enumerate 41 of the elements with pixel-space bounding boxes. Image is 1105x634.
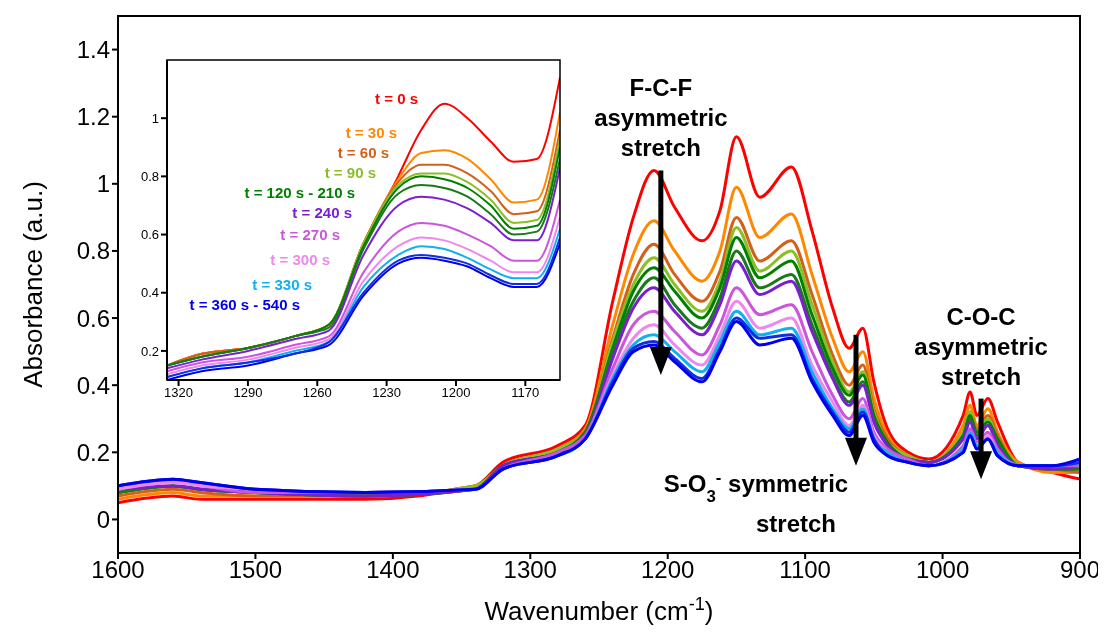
series-label: t = 30 s bbox=[345, 124, 397, 141]
text: t = 360 s - 540 s bbox=[189, 296, 300, 313]
x-tick-label: 1290 bbox=[233, 385, 263, 401]
x-tick-label: 1170 bbox=[511, 385, 540, 401]
x-tick-label: 1600 bbox=[91, 556, 145, 584]
y-tick-label: 1 bbox=[151, 110, 159, 126]
y-tick-label: 0.2 bbox=[76, 438, 110, 466]
y-tick-label: 0.4 bbox=[76, 371, 110, 399]
y-tick-label: 0.8 bbox=[140, 168, 159, 184]
y-tick-label: 0.4 bbox=[140, 285, 159, 301]
x-tick-label: 1400 bbox=[366, 556, 420, 584]
x-tick-label: 1320 bbox=[164, 385, 194, 401]
y-tick-label: 0.8 bbox=[76, 237, 110, 265]
y-tick-label: 1.2 bbox=[76, 103, 110, 131]
x-tick-label: 1230 bbox=[372, 385, 402, 401]
y-tick-label: 0 bbox=[96, 505, 110, 533]
x-axis-title: Wavenumber (cm$^{-1}$) bbox=[484, 594, 714, 626]
y-tick-label: 0.2 bbox=[140, 343, 159, 359]
text: t = 300 s bbox=[270, 251, 330, 268]
series-label: t = 60 s bbox=[337, 144, 389, 161]
x-tick-label: 1500 bbox=[228, 556, 283, 584]
series-label: t = 240 s bbox=[292, 204, 352, 221]
x-tick-label: 1100 bbox=[779, 556, 831, 584]
x-tick-label: 1260 bbox=[302, 385, 332, 401]
text: t = 270 s bbox=[280, 226, 340, 243]
x-tick-label: 1300 bbox=[503, 556, 557, 584]
series-label: t = 0 s bbox=[375, 90, 418, 107]
y-tick-label: 1 bbox=[96, 170, 110, 198]
annotation: S-O$_{3}$$^{-}$ symmetric stretch bbox=[663, 467, 849, 537]
x-tick-label: 1200 bbox=[441, 385, 471, 401]
annotation: C-O-C asymmetric stretch bbox=[914, 302, 1048, 390]
series-label: t = 90 s bbox=[324, 164, 376, 181]
y-tick-label: 0.6 bbox=[140, 227, 159, 243]
text: t = 330 s bbox=[252, 276, 312, 293]
y-tick-label: 1.4 bbox=[76, 36, 110, 64]
series-label: t = 120 s - 210 s bbox=[244, 184, 355, 201]
x-tick-label: 1000 bbox=[915, 556, 970, 584]
annotation: F-C-F asymmetric stretch bbox=[594, 74, 728, 162]
y-tick-label: 0.6 bbox=[76, 304, 110, 332]
x-tick-label: 1200 bbox=[641, 556, 695, 584]
y-axis-title: Absorbance (a.u.) bbox=[18, 181, 48, 388]
